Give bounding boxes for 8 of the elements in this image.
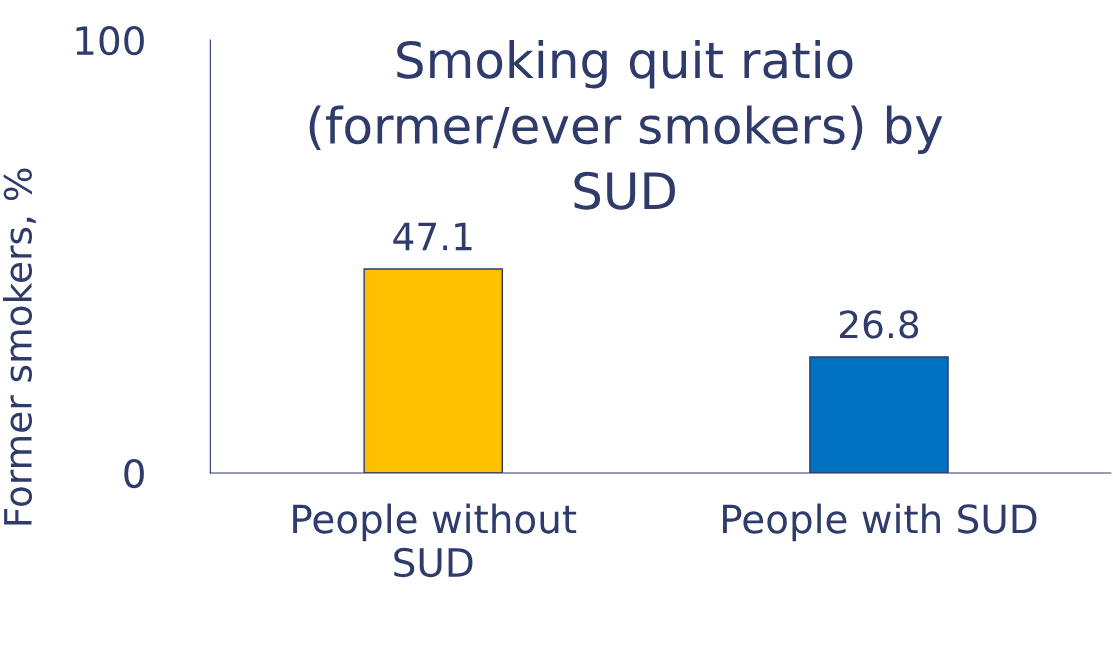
text: Smoking quit ratio (former/ever smokers) by SUD bbox=[309, 40, 943, 210]
data-label: 47.1 bbox=[393, 222, 472, 251]
y-tick-label: 0 bbox=[124, 458, 144, 489]
x-tick-label: People with SUD bbox=[723, 503, 1037, 542]
y-axis-title: Former smokers, % bbox=[2, 168, 36, 525]
y-tick-label: 100 bbox=[76, 25, 144, 56]
x-tick-label: People without SUD bbox=[293, 503, 577, 578]
data-label: 26.8 bbox=[839, 310, 919, 339]
